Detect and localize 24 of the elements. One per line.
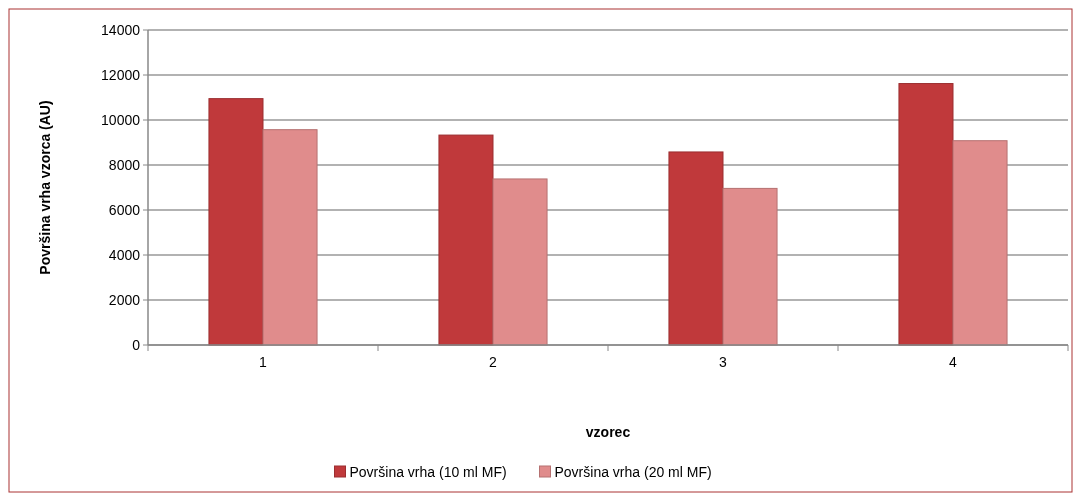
bar (262, 129, 318, 346)
x-tick-label: 2 (489, 354, 498, 370)
legend-label: Površina vrha (20 ml MF) (554, 463, 712, 480)
bar (898, 83, 954, 346)
bar (438, 134, 494, 346)
bar (722, 187, 778, 346)
y-tick-label: 6000 (108, 201, 141, 218)
y-tick-label: 8000 (108, 156, 141, 173)
x-tick-label: 3 (719, 354, 728, 370)
y-tick-label: 4000 (108, 246, 141, 263)
x-tick-label: 4 (949, 354, 958, 370)
y-tick-label: 10000 (101, 111, 141, 128)
bar (492, 178, 548, 346)
bar (668, 151, 724, 346)
y-axis-title: Površina vrha vzorca (AU) (37, 100, 53, 275)
y-tick-label: 12000 (101, 66, 141, 83)
y-tick-label: 0 (132, 336, 141, 353)
x-tick-label: 1 (259, 354, 268, 370)
x-axis-title: vzorec (585, 424, 631, 440)
y-tick-label: 14000 (101, 21, 141, 38)
bar (952, 140, 1008, 346)
bar (208, 98, 264, 346)
legend-label: Površina vrha (10 ml MF) (349, 463, 507, 480)
y-tick-label: 2000 (108, 291, 141, 308)
